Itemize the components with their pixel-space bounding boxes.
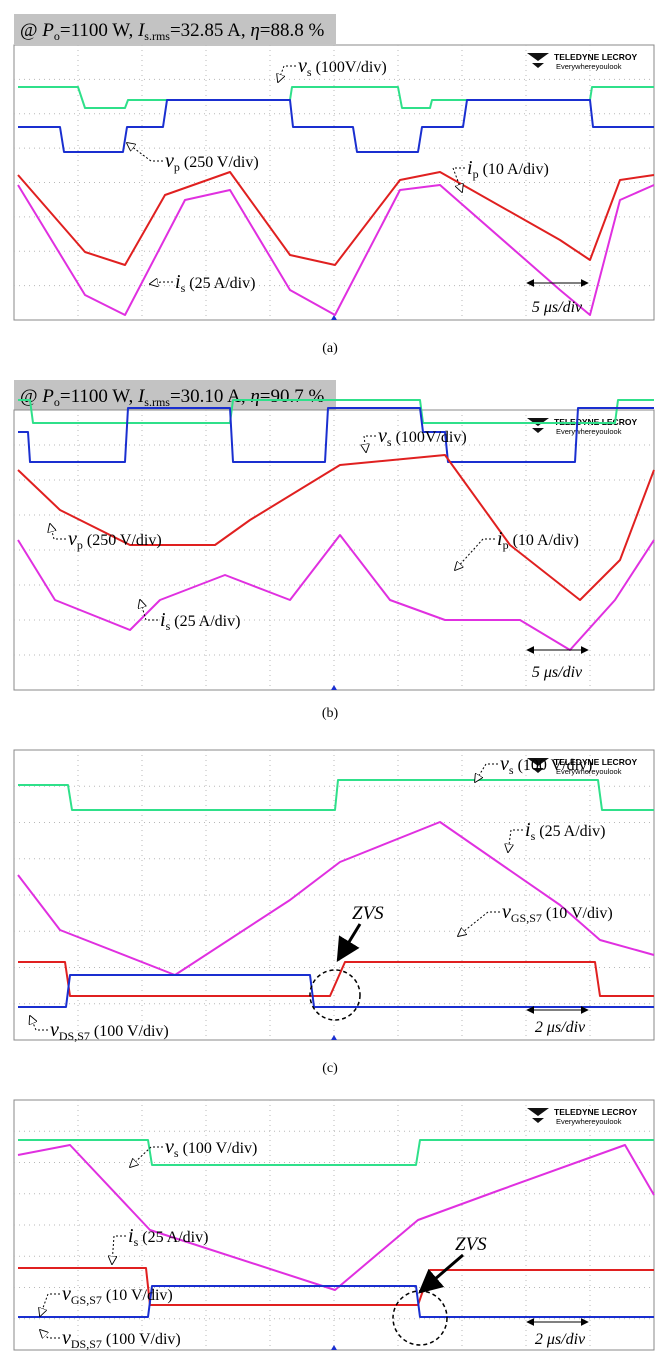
header-part: @ [20, 20, 42, 41]
signal-unit: (25 A/div) [170, 613, 240, 630]
logo-tagline: Everywhereyoulook [556, 427, 622, 436]
header-part: =30.10 A, [170, 386, 250, 407]
signal-symbol: v [165, 150, 174, 172]
signal-unit: (10 V/div) [542, 905, 613, 922]
signal-symbol: v [378, 425, 387, 447]
signal-unit: (100 V/div) [179, 1140, 258, 1157]
time-scale: 5 μs/div [532, 299, 583, 316]
signal-symbol: v [165, 1136, 174, 1158]
time-scale: 2 μs/div [535, 1019, 586, 1036]
caption: (b) [322, 706, 339, 721]
signal-label: ip (10 A/div) [497, 528, 579, 552]
signal-unit: (100 V/div) [90, 1023, 169, 1040]
signal-label: vp (250 V/div) [165, 150, 259, 174]
zvs-label: ZVS [352, 903, 384, 924]
signal-unit: (25 A/div) [185, 275, 255, 292]
zvs-label: ZVS [455, 1234, 487, 1255]
logo-brand: TELEDYNE LECROY [554, 52, 637, 62]
signal-label: vs (100V/div) [378, 425, 467, 449]
signal-subscript: GS,S7 [71, 1293, 102, 1307]
header-part: P [41, 386, 54, 407]
signal-unit: (100V/div) [312, 59, 387, 76]
signal-unit: (100 V/div) [102, 1331, 181, 1348]
signal-unit: (10 A/div) [479, 161, 549, 178]
header-part: =88.8 % [260, 20, 325, 41]
header-part: s.rms [144, 395, 170, 409]
panel: @ Po=1100 W, Is.rms=32.85 A, η=88.8 % TEL… [14, 14, 654, 356]
header-part: η [250, 386, 259, 407]
signal-unit: (250 V/div) [83, 532, 162, 549]
header-part: =32.85 A, [170, 20, 250, 41]
signal-subscript: DS,S7 [59, 1029, 90, 1043]
panel: @ Po=1100 W, Is.rms=30.10 A, η=90.7 %TEL… [14, 380, 654, 721]
caption: (a) [322, 341, 338, 356]
signal-symbol: v [62, 1327, 71, 1349]
time-scale: 5 μs/div [532, 664, 583, 681]
signal-symbol: v [62, 1283, 71, 1305]
logo-tagline: Everywhereyoulook [556, 1117, 622, 1126]
signal-label: vs (100 V/div) [165, 1136, 257, 1160]
signal-label: vs (100V/div) [298, 55, 387, 79]
logo-brand: TELEDYNE LECROY [554, 1107, 637, 1117]
signal-unit: (100 V/div) [514, 757, 593, 774]
signal-unit: (10 A/div) [509, 532, 579, 549]
header-part: η [250, 20, 259, 41]
signal-label: is (25 A/div) [175, 271, 255, 295]
signal-label: vs (100 V/div) [500, 753, 592, 777]
figure: @ Po=1100 W, Is.rms=32.85 A, η=88.8 % TEL… [0, 0, 660, 1357]
signal-unit: (10 V/div) [102, 1287, 173, 1304]
header-part: =1100 W, [60, 386, 138, 407]
header-part: =90.7 % [260, 386, 325, 407]
signal-label: vp (250 V/div) [68, 528, 162, 552]
logo-tagline: Everywhereyoulook [556, 62, 622, 71]
signal-label: is (25 A/div) [525, 819, 605, 843]
signal-unit: (25 A/div) [535, 823, 605, 840]
signal-symbol: v [502, 901, 511, 923]
signal-symbol: v [68, 528, 77, 550]
header-text: @ Po=1100 W, Is.rms=32.85 A, η=88.8 % [20, 20, 325, 43]
header-part: P [41, 20, 54, 41]
header-part: s.rms [144, 29, 170, 43]
signal-unit: (250 V/div) [180, 154, 259, 171]
header-part: =1100 W, [60, 20, 138, 41]
header-text: @ Po=1100 W, Is.rms=30.10 A, η=90.7 % [20, 386, 325, 409]
signal-unit: (25 A/div) [138, 1229, 208, 1246]
signal-label: ip (10 A/div) [467, 157, 549, 181]
signal-symbol: v [298, 55, 307, 77]
time-scale: 2 μs/div [535, 1331, 586, 1348]
signal-symbol: v [50, 1019, 59, 1041]
signal-subscript: GS,S7 [511, 911, 542, 925]
signal-label: is (25 A/div) [128, 1225, 208, 1249]
signal-subscript: DS,S7 [71, 1337, 102, 1351]
signal-label: is (25 A/div) [160, 609, 240, 633]
signal-unit: (100V/div) [392, 429, 467, 446]
signal-symbol: v [500, 753, 509, 775]
caption: (c) [322, 1061, 338, 1076]
